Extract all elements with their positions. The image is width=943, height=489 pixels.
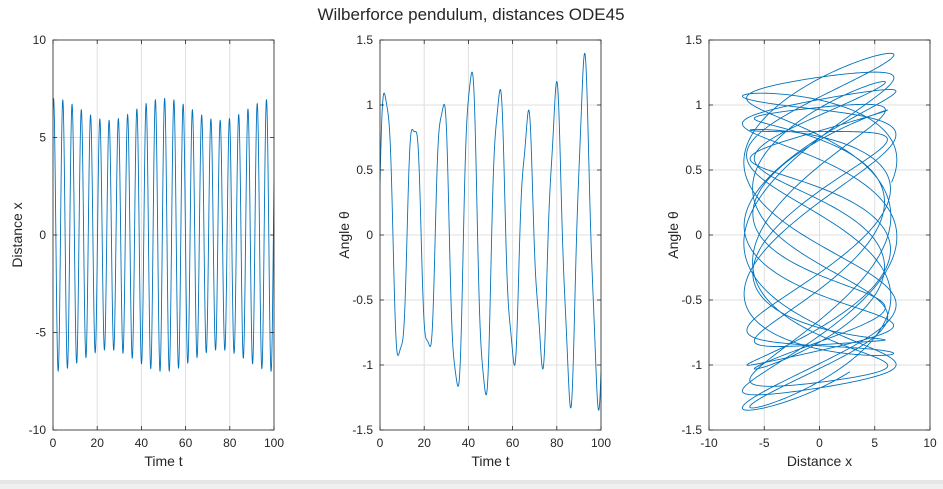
x-tick-label: 100: [264, 436, 284, 450]
x-tick-label: -5: [759, 436, 770, 450]
figure-title: Wilberforce pendulum, distances ODE45: [317, 5, 624, 24]
y-tick-label: -1.5: [681, 423, 702, 437]
data-series-line: [741, 52, 898, 411]
y-tick-label: 0: [366, 228, 373, 242]
x-tick-label: 0: [377, 436, 384, 450]
y-axis-label: Angle θ: [665, 211, 681, 259]
x-tick-label: 100: [591, 436, 611, 450]
window-bottom-edge: [0, 480, 943, 484]
x-tick-label: 60: [179, 436, 193, 450]
y-tick-label: 1.5: [685, 33, 702, 47]
y-tick-label: 1: [695, 98, 702, 112]
y-tick-label: 1: [366, 98, 373, 112]
y-tick-label: -5: [35, 326, 46, 340]
y-tick-label: 5: [39, 131, 46, 145]
x-tick-label: 40: [462, 436, 476, 450]
y-tick-label: 10: [33, 33, 47, 47]
y-tick-label: 0.5: [685, 163, 702, 177]
axes-angle-vs-time: 0 20 40 60 80 100 -1.5 -1 -0.5 0 0.5 1 1.5 Time t Angl…: [336, 33, 611, 469]
x-tick-label: 80: [550, 436, 564, 450]
x-tick-label: 60: [506, 436, 520, 450]
y-tick-label: 0.5: [356, 163, 373, 177]
y-tick-label: 1.5: [356, 33, 373, 47]
x-axis-label: Time t: [471, 453, 509, 469]
x-tick-label: 80: [223, 436, 237, 450]
y-tick-label: 0: [39, 228, 46, 242]
y-tick-label: -0.5: [681, 293, 702, 307]
x-tick-label: 0: [816, 436, 823, 450]
y-tick-label: -0.5: [352, 293, 373, 307]
y-tick-label: -1.5: [352, 423, 373, 437]
x-axis-label: Time t: [144, 453, 182, 469]
axes-angle-vs-distance: -10 -5 0 5 10 -1.5 -1 -0.5 0 0.5 1 1.5 Distance x Ang…: [665, 33, 937, 469]
axes-distance-vs-time: 0 20 40 60 80 100 -10 -5 0 5 10 Time t Distance x: [9, 33, 284, 469]
x-tick-label: 5: [871, 436, 878, 450]
y-axis-label: Distance x: [9, 202, 25, 267]
x-tick-label: -10: [700, 436, 718, 450]
data-series-line: [53, 97, 274, 373]
y-tick-label: 0: [695, 228, 702, 242]
y-axis-label: Angle θ: [336, 211, 352, 259]
x-tick-label: 20: [418, 436, 432, 450]
x-tick-label: 0: [50, 436, 57, 450]
x-axis-label: Distance x: [787, 453, 852, 469]
y-tick-label: -1: [691, 358, 702, 372]
x-tick-label: 20: [91, 436, 105, 450]
y-tick-label: -1: [362, 358, 373, 372]
x-tick-label: 10: [923, 436, 937, 450]
data-series-line: [380, 52, 601, 411]
x-tick-label: 40: [135, 436, 149, 450]
y-tick-label: -10: [29, 423, 47, 437]
